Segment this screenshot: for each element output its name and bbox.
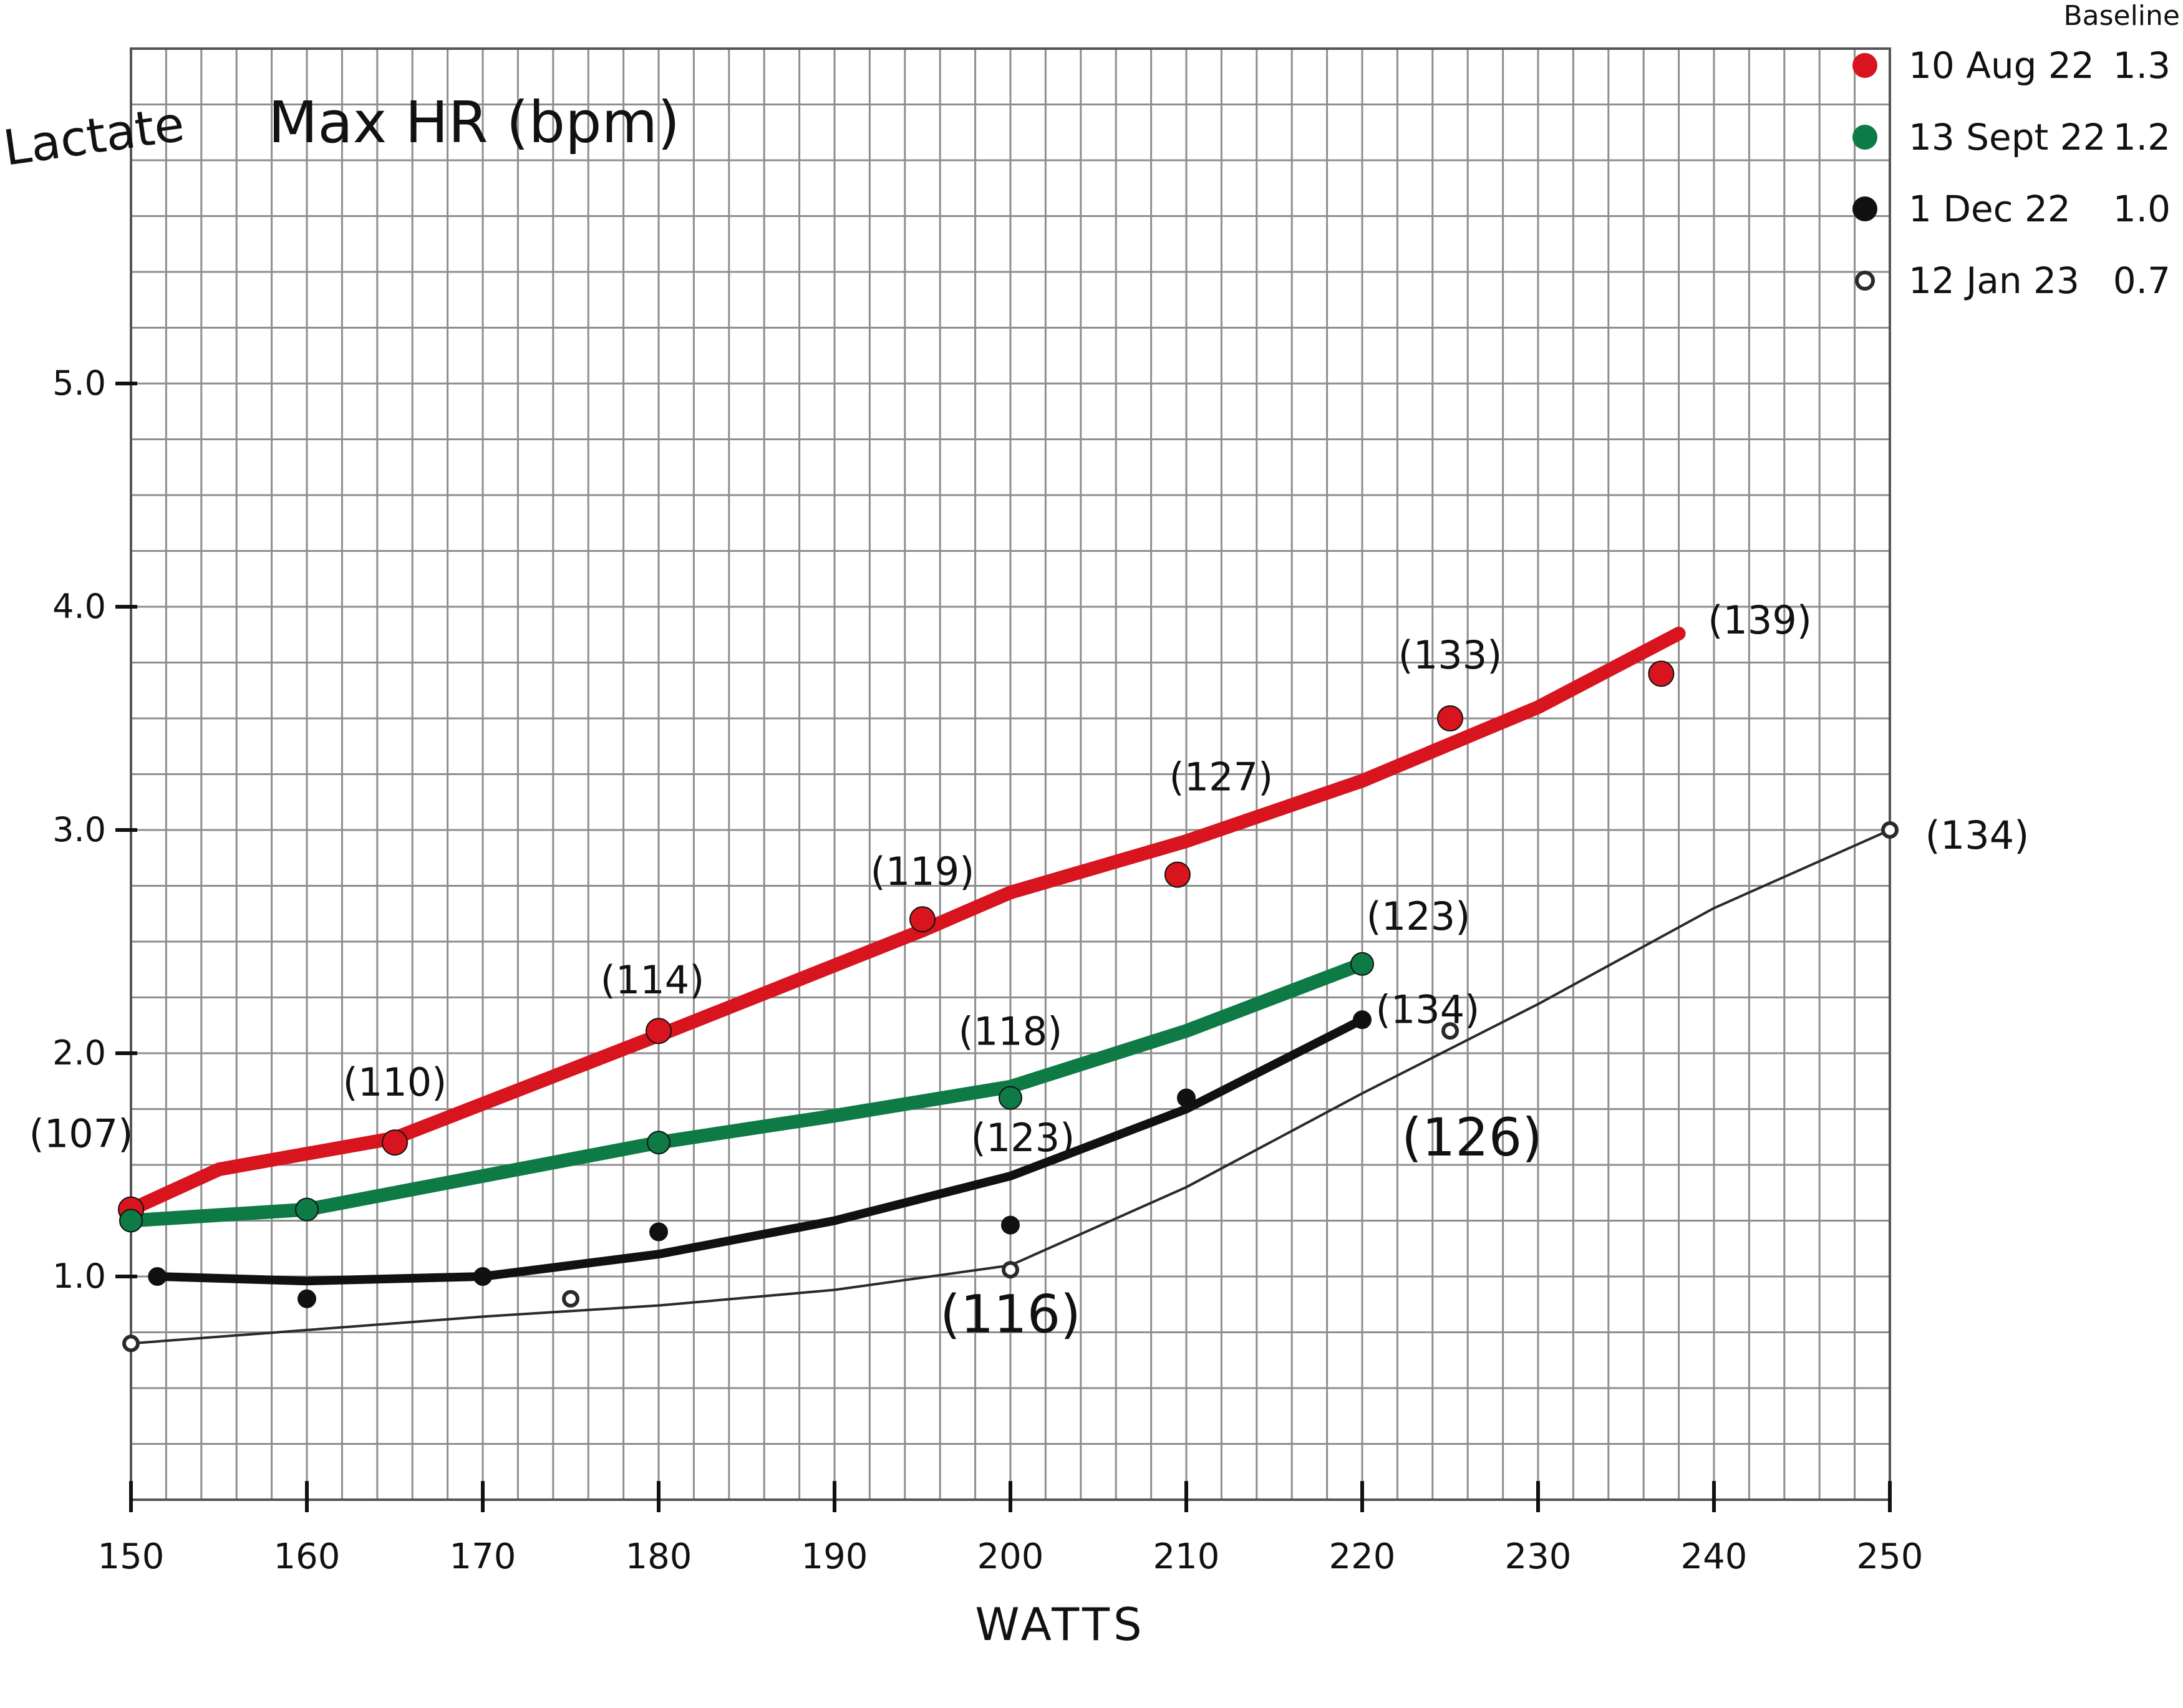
chart-title: Max HR (bpm): [268, 89, 680, 156]
x-tick-label: 170: [450, 1537, 516, 1577]
hr-annotation: (126): [1401, 1107, 1542, 1168]
legend-header: Baseline: [2063, 0, 2180, 32]
data-point: [382, 1129, 408, 1156]
legend-series-name: 13 Sept 22: [1909, 116, 2106, 158]
data-point: [1881, 821, 1899, 839]
legend-baseline: 1.0: [2113, 188, 2171, 230]
data-point: [1441, 1022, 1459, 1040]
hr-annotation: (134): [1376, 987, 1480, 1032]
y-tick-label: 1.0: [52, 1257, 106, 1296]
y-tick-label: 4.0: [52, 587, 106, 626]
legend-baseline: 1.2: [2113, 116, 2171, 158]
x-tick-label: 210: [1153, 1537, 1220, 1577]
data-point: [298, 1289, 316, 1308]
data-point: [647, 1131, 670, 1155]
x-tick-label: 150: [98, 1537, 165, 1577]
y-tick-label: 2.0: [52, 1033, 106, 1073]
data-point: [122, 1334, 140, 1353]
hr-annotation: (110): [343, 1059, 447, 1105]
x-axis-label: WATTS: [975, 1598, 1145, 1651]
legend-baseline: 0.7: [2113, 259, 2171, 302]
legend-marker: [1855, 271, 1875, 291]
chart-grid: [130, 47, 1891, 1501]
hr-annotation: (123): [971, 1115, 1075, 1160]
data-point: [1648, 660, 1675, 687]
x-tick-label: 220: [1329, 1537, 1396, 1577]
data-point: [562, 1290, 579, 1308]
data-point: [1437, 705, 1463, 731]
hr-annotation: (107): [29, 1111, 133, 1157]
legend-series-name: 12 Jan 23: [1909, 259, 2079, 302]
chart-axes: 150 160 170 180 190 200 210 220 230 240 250 1.0 2.0 3…: [52, 364, 1923, 1577]
data-points: [118, 660, 1899, 1353]
data-point: [1002, 1261, 1019, 1279]
data-point: [1353, 1010, 1372, 1030]
hr-annotations: (107) (110) (114) (119) (127) (133) (139) (118)…: [29, 597, 2030, 1344]
y-tick-label: 3.0: [52, 810, 106, 849]
data-point: [1164, 861, 1191, 888]
trend-line: [153, 1015, 1367, 1286]
data-point: [909, 906, 936, 933]
legend-marker: [1852, 53, 1877, 78]
hr-annotation: (114): [601, 957, 705, 1003]
hr-annotation: (118): [959, 1009, 1063, 1054]
x-tick-label: 190: [801, 1537, 868, 1577]
data-point: [1177, 1088, 1196, 1107]
y-tick-label: 5.0: [52, 364, 106, 403]
data-point: [649, 1222, 668, 1242]
hr-annotation: (116): [940, 1283, 1081, 1344]
hr-annotation: (139): [1708, 597, 1812, 643]
data-point: [119, 1209, 143, 1233]
data-point: [148, 1267, 167, 1286]
x-tick-label: 160: [274, 1537, 341, 1577]
data-point: [1350, 952, 1374, 976]
hr-annotation: (133): [1398, 632, 1503, 678]
legend-marker: [1852, 125, 1877, 150]
trend-line: [124, 957, 1369, 1228]
data-point: [646, 1018, 672, 1045]
legend-baseline: 1.3: [2113, 44, 2171, 87]
data-point: [295, 1197, 319, 1222]
x-tick-label: 180: [626, 1537, 692, 1577]
hr-annotation: (134): [1925, 813, 2030, 858]
x-tick-label: 200: [977, 1537, 1044, 1577]
legend-series-name: 10 Aug 22: [1909, 44, 2094, 87]
legend-series-name: 1 Dec 22: [1909, 188, 2071, 230]
hr-annotation: (123): [1367, 894, 1471, 939]
hr-annotation: (119): [871, 849, 975, 894]
x-tick-label: 240: [1681, 1537, 1748, 1577]
legend: Baseline 10 Aug 22 1.313 Sept 22 1.2 1 Dec 2…: [1852, 0, 2180, 302]
data-point: [999, 1086, 1022, 1110]
hr-annotation: (127): [1169, 755, 1274, 800]
data-point: [473, 1267, 492, 1286]
data-point: [1001, 1215, 1020, 1235]
x-tick-label: 230: [1505, 1537, 1572, 1577]
legend-marker: [1852, 196, 1877, 221]
x-tick-label: 250: [1857, 1537, 1924, 1577]
